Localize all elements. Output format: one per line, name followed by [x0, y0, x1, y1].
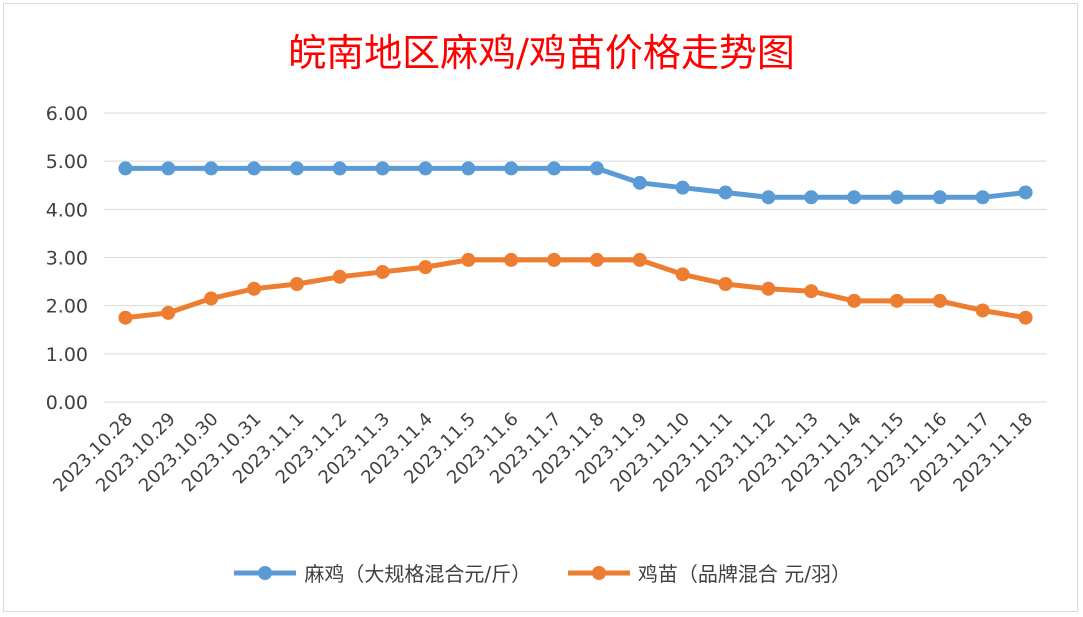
- series-line-1: [125, 257, 1027, 321]
- legend-item-machicken: 麻鸡（大规格混合元/斤）: [232, 558, 531, 587]
- data-point: [675, 267, 690, 282]
- chart-title: 皖南地区麻鸡/鸡苗价格走势图: [288, 31, 795, 75]
- data-point: [718, 185, 733, 200]
- y-tick-label: 1.00: [46, 344, 88, 366]
- legend-marker-blue: [234, 565, 297, 580]
- y-tick-label: 2.00: [46, 296, 88, 318]
- legend-marker-orange: [567, 565, 630, 580]
- data-point: [761, 190, 776, 205]
- data-point: [247, 281, 262, 296]
- data-point: [847, 293, 862, 308]
- data-point: [761, 281, 776, 296]
- data-point: [118, 161, 133, 176]
- data-point: [889, 190, 904, 205]
- data-point: [804, 284, 819, 299]
- data-point: [161, 305, 176, 320]
- data-point: [547, 252, 562, 267]
- y-tick-label: 4.00: [46, 199, 88, 221]
- data-point: [461, 161, 476, 176]
- data-point: [889, 293, 904, 308]
- data-point: [247, 161, 262, 176]
- y-tick-label: 0.00: [46, 392, 88, 414]
- data-point: [332, 161, 347, 176]
- series-line-0: [125, 165, 1026, 200]
- data-point: [975, 190, 990, 205]
- legend-label: 麻鸡（大规格混合元/斤）: [304, 562, 532, 586]
- y-tick-label: 6.00: [46, 103, 88, 125]
- data-point: [675, 180, 690, 195]
- data-point: [547, 161, 562, 176]
- data-point: [375, 264, 390, 279]
- data-point: [504, 252, 519, 267]
- data-point: [632, 252, 647, 267]
- data-point: [375, 161, 390, 176]
- gridlines: [104, 112, 1047, 403]
- data-point: [932, 293, 947, 308]
- data-point: [332, 269, 347, 284]
- series-lines: [125, 165, 1027, 321]
- data-point: [847, 190, 862, 205]
- data-point: [504, 161, 519, 176]
- data-point: [589, 161, 604, 176]
- y-axis-ticks: 0.00 1.00 2.00 3.00 4.00 5.00 6.00: [46, 103, 88, 414]
- y-tick-label: 5.00: [46, 151, 88, 173]
- legend: 麻鸡（大规格混合元/斤） 鸡苗（品牌混合 元/羽）: [0, 558, 1083, 587]
- series-points: [118, 161, 1033, 325]
- data-point: [161, 161, 176, 176]
- data-point: [975, 303, 990, 318]
- data-point: [932, 190, 947, 205]
- data-point: [289, 161, 304, 176]
- data-point: [1018, 185, 1033, 200]
- data-point: [418, 161, 433, 176]
- y-tick-label: 3.00: [46, 248, 88, 270]
- data-point: [461, 252, 476, 267]
- legend-label: 鸡苗（品牌混合 元/羽）: [637, 562, 851, 586]
- data-point: [1018, 310, 1033, 325]
- legend-item-chick: 鸡苗（品牌混合 元/羽）: [566, 558, 851, 587]
- data-point: [289, 276, 304, 291]
- data-point: [589, 252, 604, 267]
- data-point: [718, 276, 733, 291]
- x-axis-ticks: 2023.10.282023.10.292023.10.302023.10.31…: [49, 409, 1037, 497]
- data-point: [418, 260, 433, 275]
- data-point: [804, 190, 819, 205]
- data-point: [204, 291, 219, 306]
- data-point: [118, 310, 133, 325]
- data-point: [204, 161, 219, 176]
- data-point: [632, 175, 647, 190]
